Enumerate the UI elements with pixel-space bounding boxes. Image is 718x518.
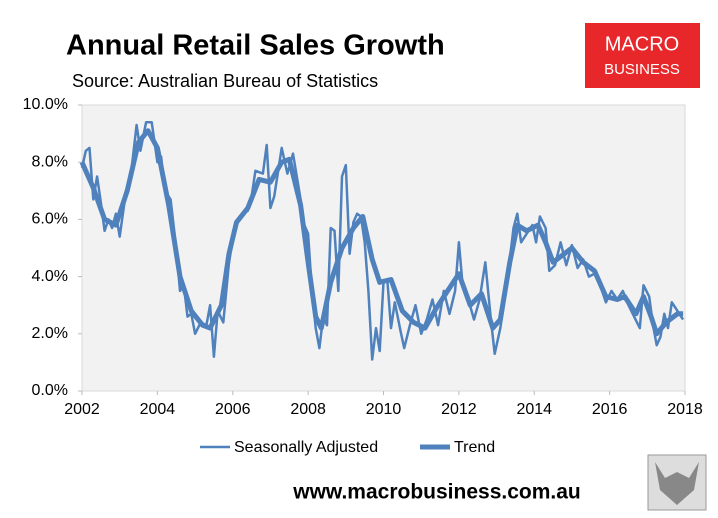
x-tick-label: 2002 [64,401,100,418]
y-tick-label: 8.0% [32,153,68,170]
legend-label: Trend [454,439,495,456]
x-tick-label: 2010 [366,401,402,418]
x-tick-label: 2018 [667,401,703,418]
x-tick-label: 2004 [140,401,176,418]
wolf-icon [655,462,699,505]
footer-url: www.macrobusiness.com.au [292,481,580,504]
x-tick-label: 2008 [290,401,326,418]
chart-title: Annual Retail Sales Growth [66,30,445,62]
x-tick-label: 2006 [215,401,251,418]
logo-text: BUSINESS [604,61,680,78]
x-tick-label: 2012 [441,401,477,418]
y-tick-label: 0.0% [32,382,68,399]
y-tick-label: 6.0% [32,211,68,228]
series-line [79,128,684,337]
x-tick-label: 2014 [516,401,552,418]
y-tick-label: 10.0% [23,96,68,113]
logo-box [585,23,700,88]
x-tick-label: 2016 [592,401,628,418]
legend-label: Seasonally Adjusted [234,439,378,456]
y-tick-label: 4.0% [32,268,68,285]
y-tick-label: 2.0% [32,325,68,342]
chart-subtitle: Source: Australian Bureau of Statistics [72,71,378,91]
logo-text: MACRO [605,33,679,55]
plot-area [81,104,686,392]
